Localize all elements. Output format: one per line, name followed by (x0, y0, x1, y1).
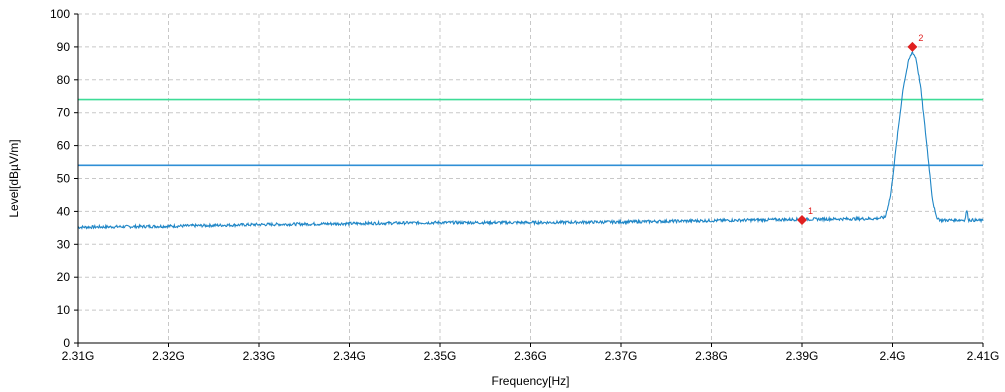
x-tick-label: 2.41G (967, 349, 1000, 363)
series-line (77, 51, 984, 230)
y-tick-label: 90 (57, 40, 71, 54)
y-tick-label: 40 (57, 204, 71, 218)
y-tick-label: 50 (57, 172, 71, 186)
grid (78, 13, 984, 343)
x-tick-label: 2.35G (424, 349, 457, 363)
marker-2 (907, 41, 918, 52)
x-tick-label: 2.33G (243, 349, 276, 363)
x-tick-label: 2.31G (62, 349, 95, 363)
marker-label-2: 2 (918, 33, 923, 43)
axes (74, 13, 984, 347)
x-tick-label: 2.37G (605, 349, 638, 363)
y-tick-label: 10 (57, 303, 71, 317)
marker-1 (797, 214, 807, 225)
x-tick-label: 2.36G (514, 349, 547, 363)
limit-lines (78, 98, 983, 167)
x-tick-label: 2.32G (152, 349, 185, 363)
series-layer (77, 51, 984, 230)
y-tick-label: 30 (57, 237, 71, 251)
marker-label-1: 1 (808, 206, 813, 216)
y-axis-title: Level[dBµV/m] (7, 139, 21, 217)
y-tick-label: 60 (57, 139, 71, 153)
y-tick-label: 20 (57, 270, 71, 284)
markers: 12 (797, 33, 923, 225)
y-tick-label: 80 (57, 73, 71, 87)
tick-labels: 2.31G 2.32G 2.33G 2.34G 2.35G 2.36G 2.37G 2.38G… (50, 7, 999, 363)
x-tick-label: 2.39G (786, 349, 819, 363)
y-tick-label: 0 (63, 336, 70, 350)
y-tick-label: 100 (50, 7, 70, 21)
x-tick-label: 2.4G (879, 349, 905, 363)
x-tick-label: 2.34G (333, 349, 366, 363)
x-axis-title: Frequency[Hz] (491, 374, 569, 388)
y-tick-label: 70 (57, 106, 71, 120)
x-tick-label: 2.38G (695, 349, 728, 363)
